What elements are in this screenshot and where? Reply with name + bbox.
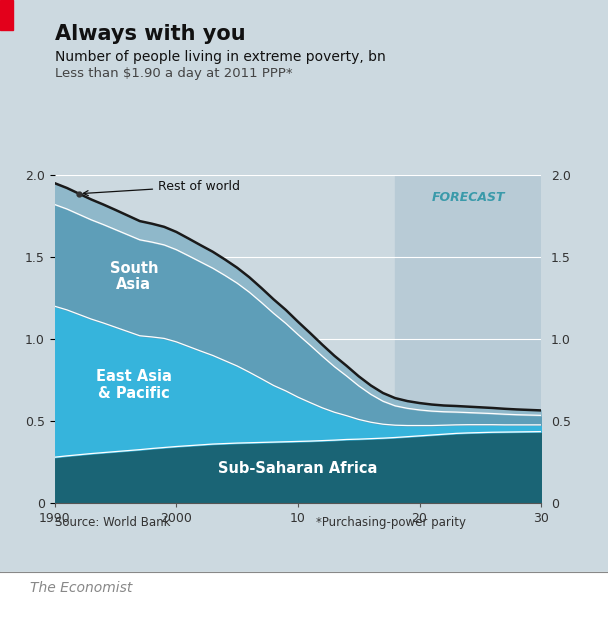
- Text: Always with you: Always with you: [55, 24, 246, 44]
- Text: Source: World Bank: Source: World Bank: [55, 516, 170, 529]
- Text: The Economist: The Economist: [30, 581, 133, 595]
- Text: Sub-Saharan Africa: Sub-Saharan Africa: [218, 461, 378, 476]
- Text: East Asia
& Pacific: East Asia & Pacific: [96, 369, 171, 401]
- Text: Number of people living in extreme poverty, bn: Number of people living in extreme pover…: [55, 50, 385, 64]
- Bar: [395, 175, 541, 503]
- Text: FORECAST: FORECAST: [432, 191, 505, 204]
- Text: *Purchasing-power parity: *Purchasing-power parity: [316, 516, 466, 529]
- Text: Rest of world: Rest of world: [83, 180, 240, 196]
- Text: South
Asia: South Asia: [109, 261, 158, 292]
- Text: Less than $1.90 a day at 2011 PPP*: Less than $1.90 a day at 2011 PPP*: [55, 67, 292, 80]
